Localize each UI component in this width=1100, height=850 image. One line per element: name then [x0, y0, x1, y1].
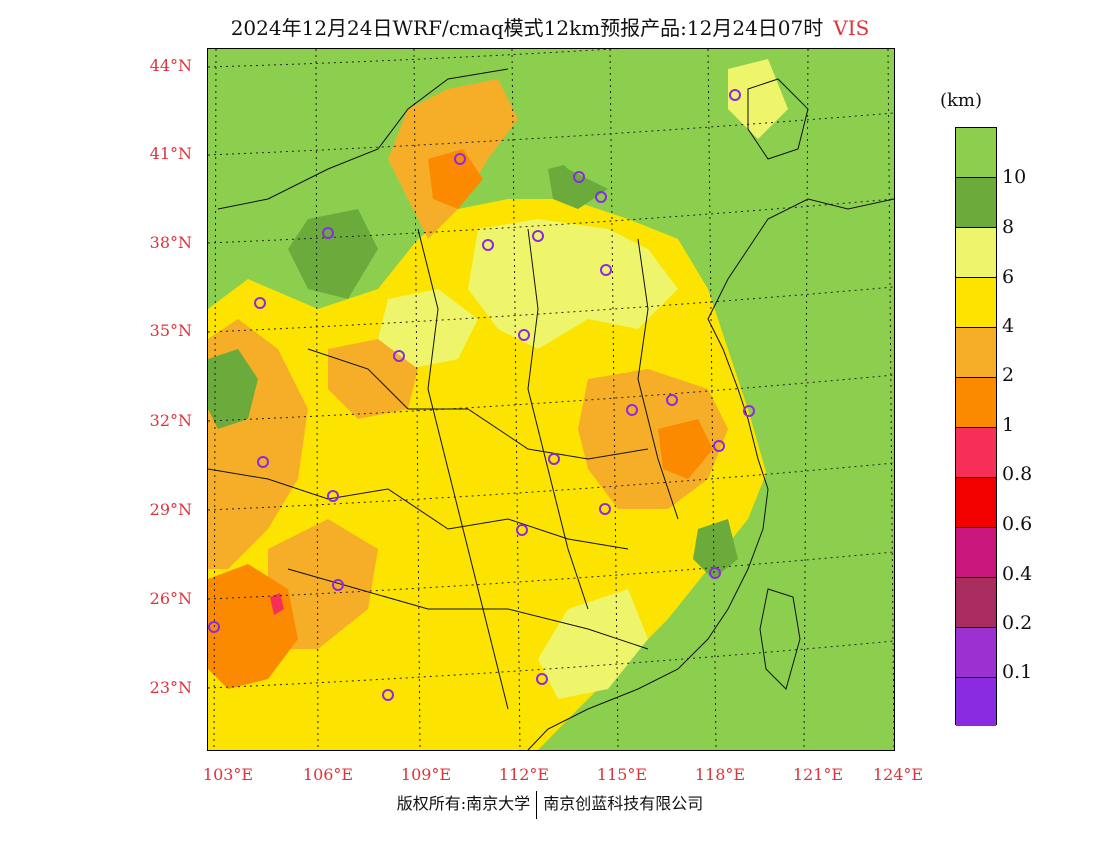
lat-label: 23°N	[149, 678, 192, 697]
vis-field-8km	[208, 349, 258, 429]
lon-label: 109°E	[400, 765, 452, 784]
colorbar-label: 10	[1002, 166, 1027, 188]
colorbar-label: 4	[1002, 315, 1015, 337]
vis-field-10km	[208, 49, 408, 259]
vis-field-6km	[378, 289, 478, 369]
colorbar-label: 0.1	[1002, 661, 1033, 683]
vis-field-10km	[708, 189, 894, 750]
map-canvas	[208, 49, 894, 750]
colorbar-swatch	[956, 578, 996, 628]
colorbar-swatch	[956, 128, 996, 178]
footer-separator	[536, 790, 538, 819]
vis-field-8km	[693, 519, 738, 579]
colorbar-label: 0.4	[1002, 563, 1033, 585]
colorbar-label: 2	[1002, 364, 1015, 386]
vis-field-8km	[288, 209, 378, 299]
colorbar-label: 0.8	[1002, 463, 1033, 485]
colorbar-swatch	[956, 328, 996, 378]
lat-label: 29°N	[149, 500, 192, 519]
colorbar-label: 8	[1002, 216, 1015, 238]
colorbar-swatch	[956, 178, 996, 228]
colorbar-swatch	[956, 628, 996, 678]
borders	[208, 68, 894, 750]
footer-company: 南京创蓝科技有限公司	[543, 794, 704, 813]
vis-field-0.8km	[270, 593, 284, 615]
lat-label: 44°N	[149, 56, 192, 75]
colorbar-swatch	[956, 228, 996, 278]
colorbar-swatch	[956, 528, 996, 578]
colorbar-swatch	[956, 378, 996, 428]
vis-field-6km	[728, 59, 788, 139]
lat-label: 35°N	[149, 321, 192, 340]
footer-copyright: 版权所有:南京大学	[396, 794, 531, 813]
lat-label: 32°N	[149, 411, 192, 430]
colorbar-swatch	[956, 278, 996, 328]
colorbar-swatch	[956, 678, 996, 726]
vis-field-6km	[538, 589, 648, 699]
colorbar-label: 1	[1002, 414, 1015, 436]
vis-field-1km	[658, 419, 713, 479]
station-markers	[208, 89, 755, 701]
vis-field-10km	[528, 49, 894, 229]
variable-label: VIS	[833, 16, 870, 40]
title-text: 2024年12月24日WRF/cmaq模式12km预报产品:12月24日07时	[230, 16, 824, 40]
lon-label: 112°E	[498, 765, 550, 784]
lon-label: 124°E	[872, 765, 924, 784]
forecast-map	[207, 48, 895, 751]
colorbar-label: 0.2	[1002, 612, 1033, 634]
colorbar-unit: (km)	[940, 90, 983, 111]
page-title: 2024年12月24日WRF/cmaq模式12km预报产品:12月24日07时 V…	[0, 12, 1100, 41]
lon-label: 118°E	[694, 765, 746, 784]
lat-label: 41°N	[149, 144, 192, 163]
colorbar	[955, 127, 997, 726]
colorbar-swatch	[956, 478, 996, 528]
visibility-field	[208, 49, 894, 750]
lon-label: 106°E	[302, 765, 354, 784]
lat-label: 38°N	[149, 233, 192, 252]
lon-label: 121°E	[792, 765, 844, 784]
colorbar-swatch	[956, 428, 996, 478]
lat-label: 26°N	[149, 589, 192, 608]
lon-label: 103°E	[202, 765, 254, 784]
footer-credits: 版权所有:南京大学 南京创蓝科技有限公司	[0, 790, 1100, 819]
lon-label: 115°E	[596, 765, 648, 784]
colorbar-label: 0.6	[1002, 513, 1033, 535]
vis-field-2km	[268, 519, 378, 649]
vis-field-6km	[468, 219, 678, 349]
colorbar-label: 6	[1002, 266, 1015, 288]
vis-field-1km	[428, 149, 483, 209]
